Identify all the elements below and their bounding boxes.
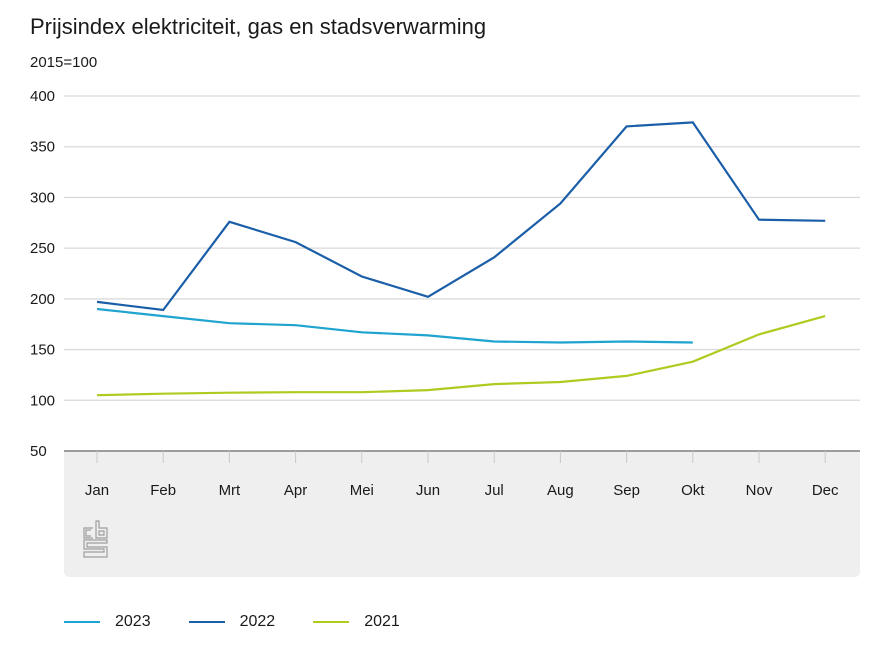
series-line-2021	[96, 315, 826, 397]
y-tick-label: 250	[30, 240, 55, 257]
x-tick-label: Okt	[681, 482, 705, 499]
y-tick-label: 400	[30, 88, 55, 105]
x-axis: Jan Feb Mrt Apr Mei Jun Jul Aug Sep Okt Nov Dec	[64, 450, 860, 499]
x-axis-panel-bg	[64, 451, 860, 577]
x-tick-label: Jan	[85, 482, 109, 499]
legend-line-swatch-icon	[64, 621, 100, 623]
legend: 2023 2022 2021	[64, 610, 438, 634]
legend-item-2021[interactable]: 2021	[313, 613, 400, 631]
cbs-logo-icon	[83, 520, 108, 558]
y-axis-ticks: 50 100 150 200 250 300 350 400	[30, 88, 55, 460]
y-tick-label: 50	[30, 443, 47, 460]
legend-item-2023[interactable]: 2023	[64, 613, 151, 631]
series-lines	[96, 121, 826, 397]
x-tick-label: Aug	[547, 482, 574, 499]
y-tick-label: 350	[30, 139, 55, 156]
x-tick-label: Mrt	[219, 482, 241, 499]
x-tick-label: Jun	[416, 482, 440, 499]
x-tick-label: Dec	[812, 482, 839, 499]
x-tick-label: Sep	[613, 482, 640, 499]
x-tick-label: Feb	[150, 482, 176, 499]
series-line-2023	[96, 307, 693, 344]
y-tick-label: 100	[30, 392, 55, 409]
legend-line-swatch-icon	[313, 621, 350, 623]
legend-label: 2022	[239, 613, 276, 630]
series-line-2022	[96, 121, 826, 312]
chart-title: Prijsindex elektriciteit, gas en stadsve…	[30, 14, 487, 39]
y-tick-label: 300	[30, 189, 55, 206]
cbs-logo	[83, 520, 108, 558]
gridlines	[64, 95, 860, 401]
y-tick-label: 200	[30, 291, 55, 308]
x-axis-panel	[64, 451, 860, 577]
y-axis-unit-label: 2015=100	[30, 54, 98, 71]
x-tick-label: Nov	[746, 482, 773, 499]
legend-label: 2021	[364, 613, 400, 630]
x-tick-label: Apr	[284, 482, 307, 499]
y-tick-label: 150	[30, 342, 55, 359]
legend-line-swatch-icon	[188, 621, 225, 623]
x-tick-label: Jul	[485, 482, 504, 499]
legend-item-2022[interactable]: 2022	[188, 613, 276, 631]
legend-label: 2023	[115, 613, 151, 630]
x-tick-label: Mei	[350, 482, 374, 499]
